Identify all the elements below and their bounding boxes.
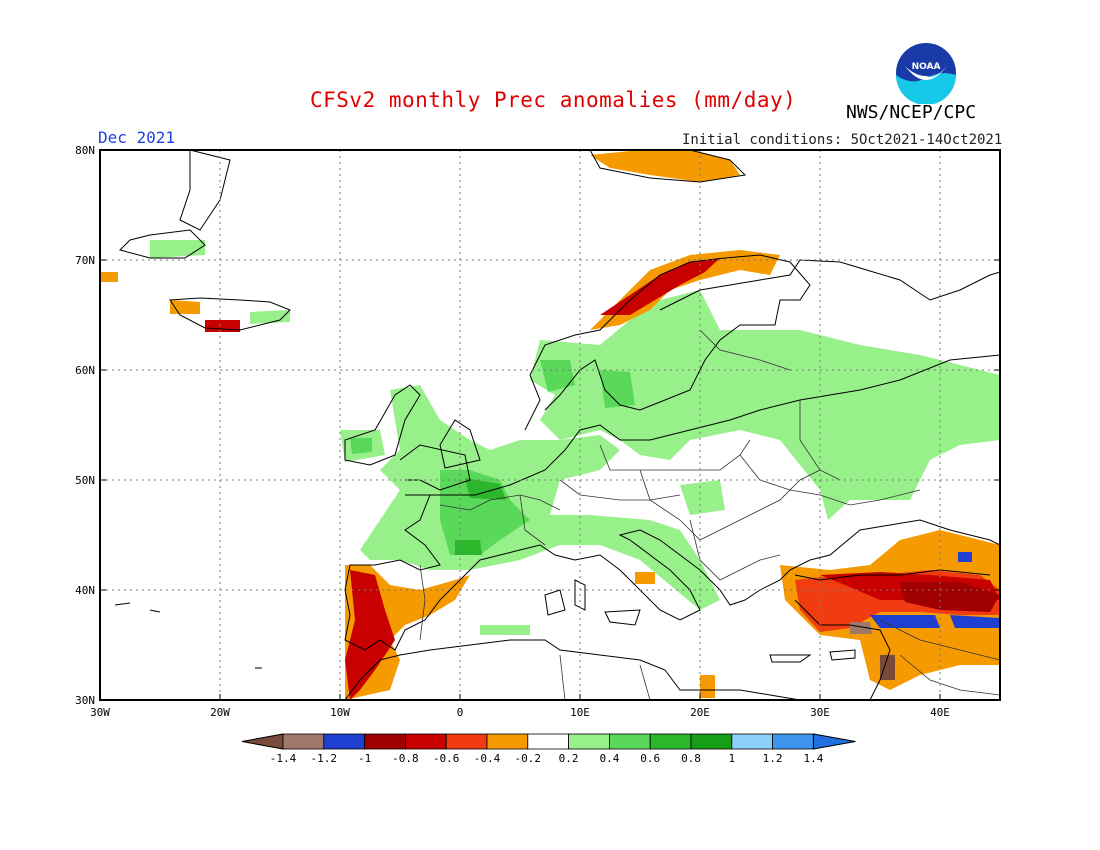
colorbar-labels: -1.4 -1.2 -1 -0.8 -0.6 -0.4 -0.2 0.2 0.4 0.6 0.8 1 1… xyxy=(270,752,824,765)
colorbar-label: -1.4 xyxy=(270,752,297,765)
svg-text:NOAA: NOAA xyxy=(912,62,941,72)
lon-label: 40E xyxy=(930,706,950,719)
colorbar-label: 0.2 xyxy=(559,752,579,765)
colorbar-label: 1.2 xyxy=(763,752,783,765)
colorbar-swatch xyxy=(649,733,692,750)
lat-label: 60N xyxy=(75,364,95,377)
colorbar-label: 0.8 xyxy=(681,752,701,765)
lon-label: 20W xyxy=(210,706,230,719)
colorbar-swatch xyxy=(282,733,325,750)
colorbar-label: 0.6 xyxy=(640,752,660,765)
lon-axis: 30W 20W 10W 0 10E 20E 30E 40E xyxy=(90,706,950,719)
colorbar-arrow-high xyxy=(812,733,856,750)
agency-label: NWS/NCEP/CPC xyxy=(846,102,977,123)
colorbar-swatch xyxy=(445,733,488,750)
colorbar-swatch xyxy=(690,733,733,750)
colorbar-swatch xyxy=(609,733,651,750)
colorbar-swatch xyxy=(772,733,814,750)
lon-label: 10E xyxy=(570,706,590,719)
colorbar-label: 0.4 xyxy=(599,752,619,765)
lon-label: 10W xyxy=(330,706,350,719)
colorbar-swatch xyxy=(731,733,773,750)
colorbar-swatch xyxy=(364,733,406,750)
colorbar-swatch xyxy=(323,733,365,750)
colorbar-label: -0.6 xyxy=(433,752,460,765)
coastlines xyxy=(114,150,1000,700)
colorbar-swatches xyxy=(241,733,856,750)
colorbar-swatch xyxy=(568,733,610,750)
lat-label: 50N xyxy=(75,474,95,487)
colorbar-label: -1 xyxy=(358,752,371,765)
colorbar-swatch xyxy=(486,733,529,750)
lon-label: 0 xyxy=(457,706,464,719)
noaa-logo: NOAA xyxy=(896,43,956,104)
lat-label: 30N xyxy=(75,694,95,707)
lon-label: 30E xyxy=(810,706,830,719)
colorbar-arrow-low xyxy=(241,733,284,750)
lat-label: 40N xyxy=(75,584,95,597)
colorbar-label: -0.2 xyxy=(515,752,542,765)
colorbar-label: -0.8 xyxy=(392,752,419,765)
lat-label: 80N xyxy=(75,144,95,157)
lat-axis: 30N 40N 50N 60N 70N 80N xyxy=(75,144,95,707)
initial-conditions: Initial conditions: 5Oct2021-14Oct2021 xyxy=(682,132,1003,148)
colorbar-swatch xyxy=(527,733,569,750)
colorbar-label: 1 xyxy=(728,752,735,765)
forecast-month: Dec 2021 xyxy=(98,128,176,147)
lat-label: 70N xyxy=(75,254,95,267)
colorbar-label: 1.4 xyxy=(803,752,823,765)
lon-label: 30W xyxy=(90,706,110,719)
lat-ticks xyxy=(100,259,1000,591)
colorbar-label: -0.4 xyxy=(474,752,501,765)
lon-ticks xyxy=(219,694,941,700)
colorbar-label: -1.2 xyxy=(311,752,338,765)
lon-label: 20E xyxy=(690,706,710,719)
graticule xyxy=(100,150,1000,700)
map-frame xyxy=(99,149,1001,701)
colorbar-swatch xyxy=(404,733,447,750)
chart-title: CFSv2 monthly Prec anomalies (mm/day) xyxy=(310,88,797,112)
